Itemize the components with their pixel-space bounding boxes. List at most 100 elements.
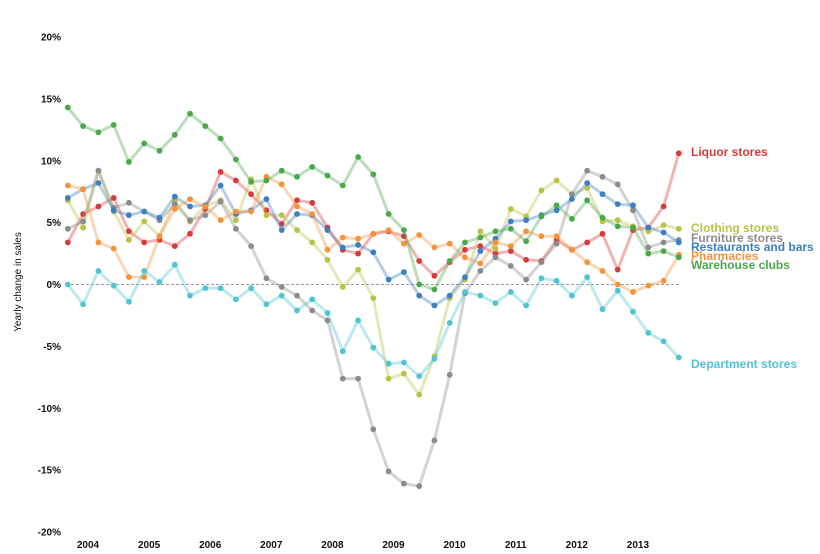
data-point [294,227,300,234]
data-point [630,207,636,214]
data-point [110,122,117,128]
data-point [278,292,285,299]
data-point [584,167,591,174]
data-point [80,218,86,225]
data-point [339,182,346,189]
data-point [125,237,132,243]
data-point [233,225,239,232]
data-point [523,276,529,283]
data-point [431,355,438,362]
data-point [599,268,606,274]
y-axis-ticks: 20% 15% 10% 5% 0% -5% -10% -15% -20% [38,33,61,539]
data-point [477,228,484,235]
data-point [339,234,346,241]
data-point [294,173,300,180]
data-point [294,292,300,299]
x-tick-label: 2012 [566,540,589,551]
data-point [446,292,453,299]
data-point [324,256,331,263]
data-point [538,233,545,240]
data-point [217,169,224,175]
data-point [416,391,423,398]
data-point [95,167,102,174]
data-point [339,375,346,382]
x-tick-label: 2004 [77,540,100,551]
data-point [660,222,667,229]
series-end-label: Furniture stores [691,231,783,245]
data-point [187,110,193,117]
data-point [309,239,316,246]
data-point [645,329,652,336]
data-point [584,259,591,266]
data-point [278,221,285,227]
data-point [324,246,331,253]
data-point [95,129,102,136]
data-point [645,250,652,257]
data-point [80,211,86,217]
data-point [431,286,438,293]
data-point [278,167,285,174]
x-tick-label: 2006 [199,540,222,551]
data-point [370,171,377,178]
data-point [507,289,514,295]
data-point [401,269,407,275]
data-point [614,266,621,273]
data-point [584,180,591,186]
data-point [553,277,560,284]
data-point [309,211,316,217]
data-point [630,289,636,295]
data-point [614,223,621,230]
data-point [569,216,575,222]
data-point [95,239,102,246]
data-point [477,248,484,255]
data-point [217,135,224,142]
data-point [263,207,270,214]
data-point [385,375,392,382]
data-point [553,177,560,184]
data-point [125,199,132,206]
data-point [187,230,193,237]
data-point [248,208,255,215]
data-point [569,191,575,198]
data-point [462,246,468,253]
data-point [339,244,346,251]
data-point [614,287,621,294]
data-point [294,203,300,210]
data-point [538,275,545,282]
data-point [599,191,606,198]
data-point [309,296,316,303]
data-point [355,266,361,273]
data-point [171,201,178,208]
data-point [125,159,132,165]
data-point [584,274,591,280]
data-point [553,202,560,209]
data-point [187,292,193,299]
data-point [278,227,285,234]
data-point [401,480,407,487]
data-point [370,249,377,256]
data-point [660,248,667,255]
data-point [507,225,514,232]
data-point [431,244,438,251]
data-point [614,201,621,208]
data-point [324,227,331,234]
series-end-label: Liquor stores [691,145,768,159]
data-point [156,233,163,240]
x-tick-label: 2011 [505,540,527,551]
y-tick-label: -20% [38,528,61,539]
data-point [202,123,209,129]
data-point [110,207,117,214]
data-point [355,235,361,242]
data-point [355,154,361,160]
y-axis-label: Yearly change in sales [13,232,24,332]
data-point [446,320,453,326]
data-point [233,217,239,224]
data-point [675,239,682,246]
data-point [431,302,438,309]
data-point [141,239,148,246]
y-tick-label: -15% [38,466,61,477]
data-point [401,240,407,247]
y-tick-label: -10% [38,404,61,415]
data-point [523,228,529,235]
